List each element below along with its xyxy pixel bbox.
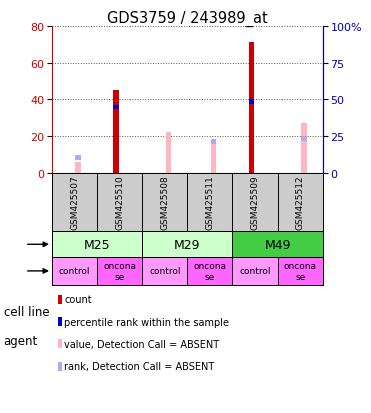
Text: GSM425511: GSM425511: [206, 175, 214, 230]
Text: GSM425507: GSM425507: [70, 175, 79, 230]
Text: GSM425510: GSM425510: [115, 175, 124, 230]
Bar: [52, 258, 97, 285]
Bar: [166, 132, 171, 173]
Bar: [233, 232, 323, 258]
Text: M25: M25: [84, 238, 111, 251]
Bar: [211, 141, 216, 173]
Text: control: control: [239, 267, 271, 276]
Text: oncona
se: oncona se: [284, 261, 317, 281]
Text: control: control: [149, 267, 181, 276]
Bar: [301, 137, 306, 141]
Text: rank, Detection Call = ABSENT: rank, Detection Call = ABSENT: [64, 361, 214, 371]
Bar: [75, 156, 81, 160]
Bar: [278, 258, 323, 285]
Title: GDS3759 / 243989_at: GDS3759 / 243989_at: [107, 11, 268, 27]
Text: value, Detection Call = ABSENT: value, Detection Call = ABSENT: [64, 339, 219, 349]
Text: GSM425508: GSM425508: [160, 175, 169, 230]
Text: M49: M49: [265, 238, 291, 251]
Text: count: count: [64, 294, 92, 304]
Bar: [301, 123, 306, 173]
Bar: [233, 258, 278, 285]
Bar: [142, 258, 187, 285]
Bar: [113, 106, 119, 110]
Bar: [187, 258, 233, 285]
Bar: [211, 140, 216, 144]
Text: agent: agent: [4, 334, 38, 347]
Bar: [249, 100, 254, 104]
Bar: [97, 258, 142, 285]
Text: GSM425509: GSM425509: [250, 175, 260, 230]
Bar: [113, 91, 119, 173]
Text: GSM425512: GSM425512: [296, 176, 305, 230]
Text: M29: M29: [174, 238, 201, 251]
Bar: [249, 43, 254, 173]
Bar: [75, 163, 81, 173]
Text: oncona
se: oncona se: [193, 261, 226, 281]
Bar: [52, 232, 142, 258]
Text: oncona
se: oncona se: [103, 261, 136, 281]
Text: cell line: cell line: [4, 305, 49, 318]
Text: percentile rank within the sample: percentile rank within the sample: [64, 317, 229, 327]
Text: control: control: [59, 267, 90, 276]
Bar: [142, 232, 233, 258]
